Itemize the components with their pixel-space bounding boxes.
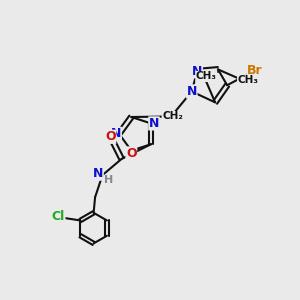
Text: CH₃: CH₃ bbox=[238, 75, 259, 85]
Text: O: O bbox=[105, 130, 116, 143]
Text: N: N bbox=[187, 85, 197, 98]
Text: N: N bbox=[111, 127, 121, 140]
Text: H: H bbox=[104, 176, 114, 185]
Text: CH₂: CH₂ bbox=[162, 112, 183, 122]
Text: Br: Br bbox=[247, 64, 263, 77]
Text: N: N bbox=[93, 167, 103, 180]
Text: Cl: Cl bbox=[52, 209, 65, 223]
Text: N: N bbox=[149, 117, 159, 130]
Text: CH₃: CH₃ bbox=[196, 71, 217, 82]
Text: N: N bbox=[192, 65, 202, 78]
Text: O: O bbox=[126, 147, 136, 160]
